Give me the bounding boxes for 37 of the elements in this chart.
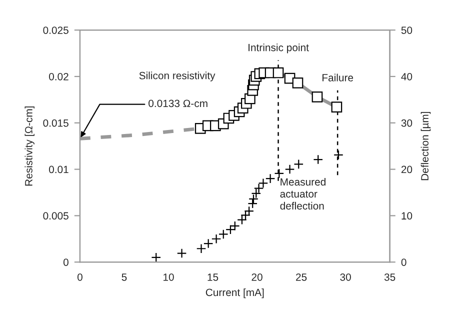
point [248,198,258,209]
x-tick-label: 35 [384,273,396,281]
point [274,168,284,178]
y2-tick-label: 40 [401,72,412,80]
y-tick-label: 0.01 [49,166,68,174]
point [151,252,162,262]
point [294,159,304,170]
x-tick-label: 5 [122,274,127,281]
y-tick-label: 0.02 [49,72,68,80]
point [284,164,295,174]
ref-line-label: Failure [322,74,354,82]
point [334,150,344,160]
x-tick-label: 10 [164,273,174,281]
ref-line-label: Intrinsic point [248,44,309,54]
y2-tick-label: 30 [401,119,412,127]
annotation: 0.0133 Ω-cm [148,100,208,108]
x-tick-label: 0 [77,273,82,281]
y2-tick-label: 20 [401,166,412,174]
x-axis-title: Current [mA] [206,288,264,298]
point [230,220,240,231]
annotation: Measured actuator deflection [280,178,326,210]
y-tick-label: 0.005 [43,212,68,220]
x-tick-label: 30 [340,273,351,281]
x-tick-label: 15 [208,274,218,281]
point [313,154,324,164]
y2-axis-title: Deflection [µm] [420,112,431,180]
x-tick-label: 25 [296,273,307,281]
annotation: Silicon resistivity [139,72,216,82]
y-tick-label: 0.025 [43,26,68,34]
y2-tick-label: 10 [402,212,412,220]
x-tick-label: 20 [252,273,262,281]
y2-tick-label: 50 [401,26,412,34]
point [176,248,187,258]
y-axis-title: Resistivity [Ω-cm] [24,106,34,186]
y-tick-label: 0.015 [43,119,68,127]
y2-tick-label: 0 [401,258,406,266]
y-tick-label: 0 [63,258,68,266]
